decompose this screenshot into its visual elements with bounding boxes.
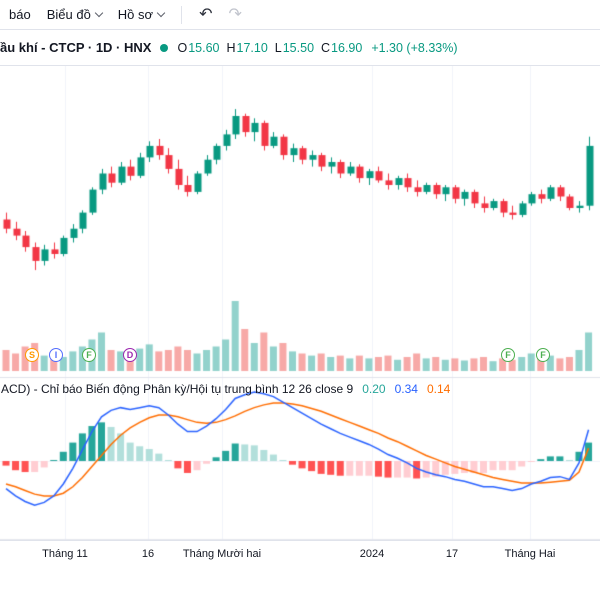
price-chart-canvas[interactable] (0, 66, 600, 600)
event-marker-f[interactable]: F (536, 348, 550, 362)
undo-icon[interactable]: ↶ (199, 5, 213, 23)
chevron-down-icon (156, 8, 166, 18)
time-axis-label: 2024 (359, 548, 385, 560)
macd-line-value: 0.34 (394, 382, 418, 396)
time-axis-label: Tháng Mười hai (182, 548, 262, 560)
market-status-dot[interactable] (160, 43, 169, 52)
time-axis-label: Tháng 11 (42, 548, 88, 560)
close-value: 16.90 (331, 40, 363, 55)
event-marker-i[interactable]: I (49, 348, 63, 362)
event-marker-d[interactable]: D (123, 348, 137, 362)
toolbar-separator (181, 5, 183, 24)
ohlc-values: O 15.60 H 17.10 L 15.50 C 16.90 (177, 41, 362, 55)
time-axis-label: Tháng Hai (504, 548, 556, 560)
time-axis[interactable]: Tháng 11 16 Tháng Mười hai 2024 17 Tháng Hai (0, 540, 600, 600)
time-axis-label: 17 (445, 548, 459, 560)
redo-icon[interactable]: ↷ (228, 5, 242, 23)
open-value: 15.60 (188, 40, 220, 55)
time-axis-label: 16 (141, 548, 155, 560)
chart-menu-label: Biểu đồ (46, 7, 91, 22)
top-toolbar: báo Biểu đồ Hồ sơ ↶ ↷ (0, 0, 600, 30)
event-marker-f[interactable]: F (82, 348, 96, 362)
symbol-info-bar: ầu khí - CTCP · 1D · HNX O 15.60 H 17.10 L… (0, 30, 600, 66)
macd-histogram-value: 0.20 (362, 382, 386, 396)
low-label: L (274, 40, 282, 55)
indicators-button[interactable]: báo (2, 4, 38, 25)
high-label: H (226, 40, 236, 55)
open-label: O (177, 40, 188, 55)
symbol-title[interactable]: ầu khí - CTCP · 1D · HNX (0, 40, 152, 55)
macd-title[interactable]: ACD) - Chỉ báo Biến động Phân kỳ/Hội tụ … (1, 382, 354, 396)
chevron-down-icon (94, 8, 104, 18)
event-marker-s[interactable]: S (25, 348, 39, 362)
high-value: 17.10 (236, 40, 268, 55)
close-label: C (321, 40, 331, 55)
event-marker-f[interactable]: F (501, 348, 515, 362)
chart-menu-button[interactable]: Biểu đồ (40, 4, 109, 25)
indicators-label: báo (9, 7, 31, 22)
change-value: +1.30 (+8.33%) (371, 40, 458, 55)
macd-legend: ACD) - Chỉ báo Biến động Phân kỳ/Hội tụ … (1, 382, 450, 396)
profile-menu-button[interactable]: Hồ sơ (111, 4, 171, 25)
profile-menu-label: Hồ sơ (117, 7, 154, 22)
chart-area: ACD) - Chỉ báo Biến động Phân kỳ/Hội tụ … (0, 66, 600, 600)
macd-signal-value: 0.14 (426, 382, 451, 396)
low-value: 15.50 (282, 40, 315, 55)
